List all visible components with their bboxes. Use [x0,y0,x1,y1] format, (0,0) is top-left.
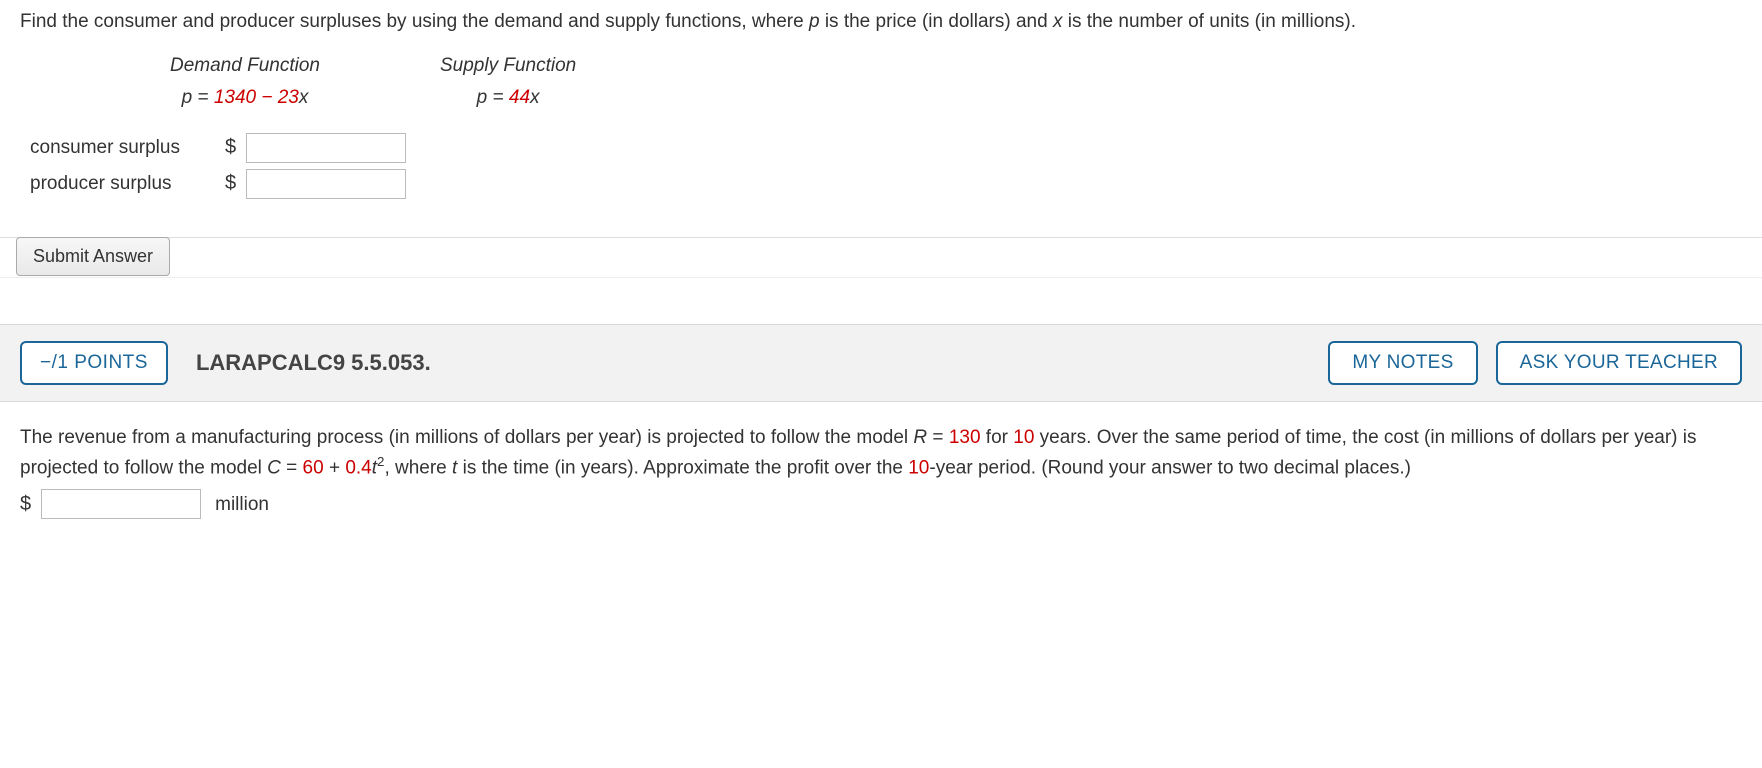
producer-surplus-label: producer surplus [30,173,225,195]
question-2-body: The revenue from a manufacturing process… [0,402,1762,530]
q2-v10b: 10 [908,457,929,478]
q2-prompt: The revenue from a manufacturing process… [20,424,1742,483]
question-2-header: −/1 POINTS LARAPCALC9 5.5.053. MY NOTES … [0,324,1762,402]
q2-e: is the time (in years). Approximate the … [457,457,908,478]
q1-prompt-a: Find the consumer and producer surpluses… [20,11,809,32]
demand-eq-suffix: x [299,87,309,108]
demand-equation: p = 1340 − 23x [170,87,320,109]
dollar-sign: $ [20,489,31,520]
q2-eq1: = [927,427,949,448]
functions-row: Demand Function p = 1340 − 23x Supply Fu… [20,55,1742,109]
q2-v60: 60 [303,457,324,478]
submit-bar: Submit Answer [0,237,1762,278]
demand-title: Demand Function [170,55,320,77]
q2-v130: 130 [949,427,981,448]
unit-label: million [215,490,269,519]
q2-plus: + [324,457,346,478]
q2-a: The revenue from a manufacturing process… [20,427,913,448]
supply-equation: p = 44x [440,87,576,109]
q2-d: , where [384,457,452,478]
points-badge[interactable]: −/1 POINTS [20,341,168,385]
supply-column: Supply Function p = 44x [440,55,576,109]
question-1: Find the consumer and producer surpluses… [0,0,1762,199]
demand-column: Demand Function p = 1340 − 23x [170,55,320,109]
producer-surplus-input[interactable] [246,169,406,199]
q2-v04: 0.4 [345,457,371,478]
my-notes-button[interactable]: MY NOTES [1328,341,1477,385]
supply-title: Supply Function [440,55,576,77]
q2-eq2: = [281,457,303,478]
supply-eq-value: 44 [509,87,530,108]
q2-answer-row: $ million [20,489,1742,520]
ask-your-teacher-button[interactable]: ASK YOUR TEACHER [1496,341,1742,385]
q1-prompt-c: is the number of units (in millions). [1062,11,1356,32]
dollar-sign: $ [225,172,236,195]
demand-eq-prefix: p = [182,87,214,108]
q1-var-x: x [1053,11,1063,32]
q2-R: R [913,427,927,448]
q2-b: for [981,427,1014,448]
q2-C: C [267,457,281,478]
supply-eq-prefix: p = [477,87,509,108]
producer-surplus-row: producer surplus $ [30,169,1742,199]
dollar-sign: $ [225,136,236,159]
consumer-surplus-input[interactable] [246,133,406,163]
consumer-surplus-row: consumer surplus $ [30,133,1742,163]
q2-v10: 10 [1013,427,1034,448]
q2-f: -year period. (Round your answer to two … [929,457,1411,478]
supply-eq-suffix: x [530,87,540,108]
demand-eq-value: 1340 − 23 [214,87,299,108]
question-reference: LARAPCALC9 5.5.053. [196,350,431,376]
consumer-surplus-label: consumer surplus [30,137,225,159]
q1-var-p: p [809,11,820,32]
profit-input[interactable] [41,489,201,519]
q1-prompt: Find the consumer and producer surpluses… [20,8,1742,37]
q1-prompt-b: is the price (in dollars) and [820,11,1053,32]
submit-answer-button[interactable]: Submit Answer [16,237,170,276]
